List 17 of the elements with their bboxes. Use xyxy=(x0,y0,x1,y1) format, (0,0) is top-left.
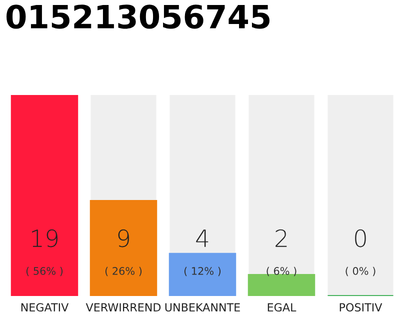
annotation: ( 26% ) xyxy=(105,266,142,276)
data-label: 9 xyxy=(118,229,129,248)
data-label: 2 xyxy=(276,229,287,247)
x-tick-label: UNBEKANNTE xyxy=(165,303,240,312)
x-tick-label: VERWIRREND xyxy=(86,303,161,312)
data-label: 0 xyxy=(355,229,366,248)
x-tick-label: POSITIV xyxy=(340,303,382,312)
x-tick-label: EGAL xyxy=(268,303,296,312)
annotation: ( 6% ) xyxy=(266,266,296,276)
bar xyxy=(168,252,236,296)
data-label: 4 xyxy=(196,230,208,247)
x-tick-label: NEGATIV xyxy=(21,303,69,312)
chart-title: 015213056745 xyxy=(6,4,270,29)
annotation: ( 0% ) xyxy=(346,266,376,276)
data-label: 19 xyxy=(32,229,58,248)
annotation: ( 12% ) xyxy=(184,266,221,276)
annotation: ( 56% ) xyxy=(26,266,63,276)
